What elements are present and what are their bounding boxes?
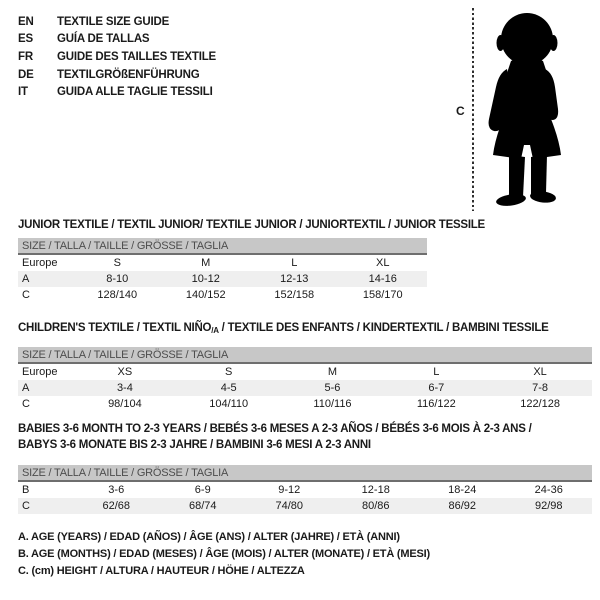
size-header-bar: SIZE / TALLA / TAILLE / GRÖSSE / TAGLIA [18, 238, 427, 255]
table-cell: XS [117, 366, 133, 378]
note-age-years: A. AGE (YEARS) / EDAD (AÑOS) / ÂGE (ANS)… [18, 531, 400, 543]
language-label: TEXTILE SIZE GUIDE [57, 15, 170, 28]
language-row-it: IT GUIDA ALLE TAGLIE TESSILI [18, 83, 216, 101]
language-code: FR [18, 50, 33, 63]
language-code: DE [18, 68, 34, 81]
table-cell: L [291, 257, 298, 269]
babies-title-line1: BABIES 3-6 MONTH TO 2-3 YEARS / BEBÉS 3-… [18, 423, 532, 435]
language-label: TEXTILGRÖßENFÜHRUNG [57, 68, 200, 81]
table-cell: 12-18 [361, 484, 390, 496]
table-cell: 18-24 [448, 484, 477, 496]
children-title-post: / TEXTILE DES ENFANTS / KINDERTEXTIL / B… [218, 322, 549, 334]
table-cell: 92/98 [534, 500, 563, 512]
children-section-title: CHILDREN'S TEXTILE / TEXTIL NIÑO/A / TEX… [18, 320, 549, 337]
table-row-height: C 128/140 140/152 152/158 158/170 [18, 287, 427, 303]
row-label: A [22, 273, 30, 285]
table-row-age: A 8-10 10-12 12-13 14-16 [18, 271, 427, 287]
size-header-bar: SIZE / TALLA / TAILLE / GRÖSSE / TAGLIA [18, 465, 592, 482]
language-label: GUIDE DES TAILLES TEXTILE [57, 50, 216, 63]
babies-size-table: SIZE / TALLA / TAILLE / GRÖSSE / TAGLIA … [18, 465, 592, 514]
note-age-months: B. AGE (MONTHS) / EDAD (MESES) / ÂGE (MO… [18, 548, 430, 560]
row-label: B [22, 484, 30, 496]
size-header-bar: SIZE / TALLA / TAILLE / GRÖSSE / TAGLIA [18, 347, 592, 364]
table-cell: 140/152 [185, 289, 226, 301]
language-code: ES [18, 33, 33, 46]
table-row-europe: Europe S M L XL [18, 255, 427, 271]
language-label: GUIDA ALLE TAGLIE TESSILI [57, 86, 213, 99]
junior-size-table: SIZE / TALLA / TAILLE / GRÖSSE / TAGLIA … [18, 238, 427, 303]
children-title-subscript: /A [211, 326, 219, 335]
row-label: C [22, 289, 30, 301]
table-cell: 74/80 [275, 500, 304, 512]
table-cell: 128/140 [97, 289, 138, 301]
table-cell: 24-36 [534, 484, 563, 496]
row-label: C [22, 500, 30, 512]
language-row-es: ES GUÍA DE TALLAS [18, 31, 216, 49]
table-row-europe: Europe XS S M L XL [18, 364, 592, 380]
row-label: C [22, 398, 30, 410]
babies-section-title: BABIES 3-6 MONTH TO 2-3 YEARS / BEBÉS 3-… [18, 421, 532, 453]
table-row-months: B 3-6 6-9 9-12 12-18 18-24 24-36 [18, 482, 592, 498]
table-cell: XL [533, 366, 547, 378]
table-cell: 158/170 [362, 289, 403, 301]
table-cell: 68/74 [188, 500, 217, 512]
language-label: GUÍA DE TALLAS [57, 33, 150, 46]
note-height-cm: C. (cm) HEIGHT / ALTURA / HAUTEUR / HÖHE… [18, 565, 305, 577]
language-code: IT [18, 86, 28, 99]
height-dashed-line [472, 8, 474, 211]
table-cell: 104/110 [209, 398, 249, 410]
table-cell: 6-7 [428, 382, 445, 394]
table-cell: 152/158 [274, 289, 315, 301]
legend-notes: A. AGE (YEARS) / EDAD (AÑOS) / ÂGE (ANS)… [18, 531, 430, 582]
row-label: Europe [22, 366, 58, 378]
table-cell: 9-12 [278, 484, 301, 496]
table-cell: 3-6 [108, 484, 125, 496]
table-row-height: C 62/68 68/74 74/80 80/86 86/92 92/98 [18, 498, 592, 514]
junior-section-title: JUNIOR TEXTILE / TEXTIL JUNIOR/ TEXTILE … [18, 219, 485, 231]
language-code: EN [18, 15, 34, 28]
row-label: Europe [22, 257, 58, 269]
table-cell: 110/116 [313, 398, 352, 410]
language-row-fr: FR GUIDE DES TAILLES TEXTILE [18, 48, 216, 66]
table-cell: 6-9 [194, 484, 211, 496]
table-cell: 14-16 [368, 273, 397, 285]
row-label: A [22, 382, 30, 394]
table-cell: 5-6 [324, 382, 341, 394]
table-cell: 7-8 [532, 382, 549, 394]
table-cell: S [225, 366, 233, 378]
table-cell: 62/68 [102, 500, 131, 512]
babies-title-line2: BABYS 3-6 MONATE BIS 2-3 JAHRE / BAMBINI… [18, 439, 371, 451]
height-measure-label: C [456, 104, 465, 118]
table-cell: 8-10 [106, 273, 129, 285]
table-cell: M [201, 257, 211, 269]
table-cell: L [433, 366, 440, 378]
table-cell: XL [376, 257, 390, 269]
language-row-de: DE TEXTILGRÖßENFÜHRUNG [18, 66, 216, 84]
table-cell: 10-12 [191, 273, 220, 285]
table-row-age: A 3-4 4-5 5-6 6-7 7-8 [18, 380, 592, 396]
baby-silhouette-icon [488, 13, 561, 206]
table-cell: 86/92 [448, 500, 477, 512]
table-row-height: C 98/104 104/110 110/116 116/122 122/128 [18, 396, 592, 412]
table-cell: 116/122 [416, 398, 456, 410]
table-cell: 3-4 [116, 382, 133, 394]
table-cell: 4-5 [220, 382, 237, 394]
language-row-en: EN TEXTILE SIZE GUIDE [18, 13, 216, 31]
table-cell: 12-13 [280, 273, 309, 285]
language-list: EN TEXTILE SIZE GUIDE ES GUÍA DE TALLAS … [18, 13, 216, 101]
table-cell: M [327, 366, 338, 378]
table-cell: 122/128 [520, 398, 560, 410]
children-title-pre: CHILDREN'S TEXTILE / TEXTIL NIÑO [18, 322, 212, 334]
table-cell: S [113, 257, 121, 269]
table-cell: 98/104 [108, 398, 142, 410]
children-size-table: SIZE / TALLA / TAILLE / GRÖSSE / TAGLIA … [18, 347, 592, 412]
table-cell: 80/86 [361, 500, 390, 512]
